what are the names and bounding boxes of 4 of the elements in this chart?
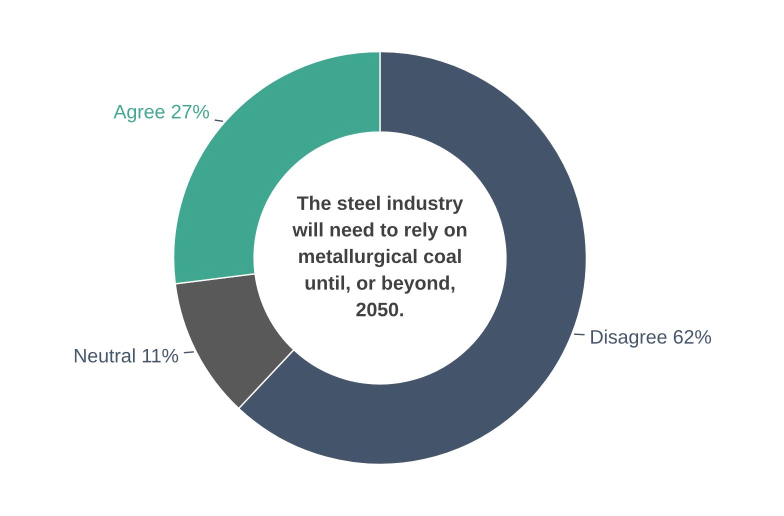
slice-label: Agree 27% [114, 104, 210, 122]
slice-label: Neutral 11% [74, 348, 178, 363]
slice-label: Disagree 62% [591, 329, 712, 348]
text: The steel industry will need to rely on metallurgical coal until, or beyond, 2050. [292, 196, 466, 316]
